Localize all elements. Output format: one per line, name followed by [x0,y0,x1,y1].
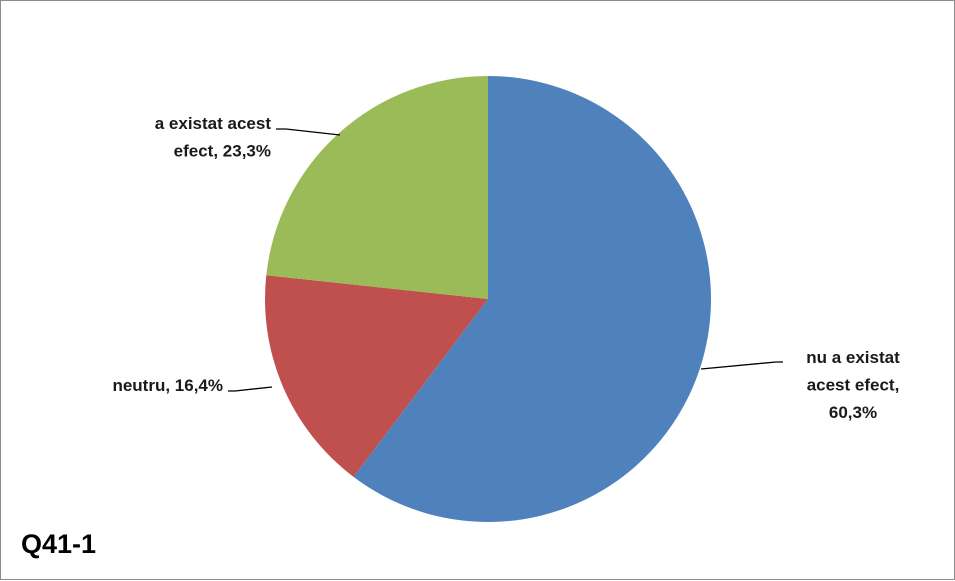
leader-line-0 [700,361,783,370]
pie-slice-1 [264,275,488,477]
pie-slice-0 [353,76,712,522]
pie-slice-2 [266,76,488,299]
leader-line-2 [276,128,341,136]
slice-label-0: nu a existat acest efect, 60,3% [806,348,900,422]
slice-label-1: neutru, 16,4% [112,376,223,395]
slice-label-2: a existat acest efect, 23,3% [155,114,272,161]
leader-line-1 [228,386,273,392]
chart-caption: Q41-1 [21,529,97,559]
